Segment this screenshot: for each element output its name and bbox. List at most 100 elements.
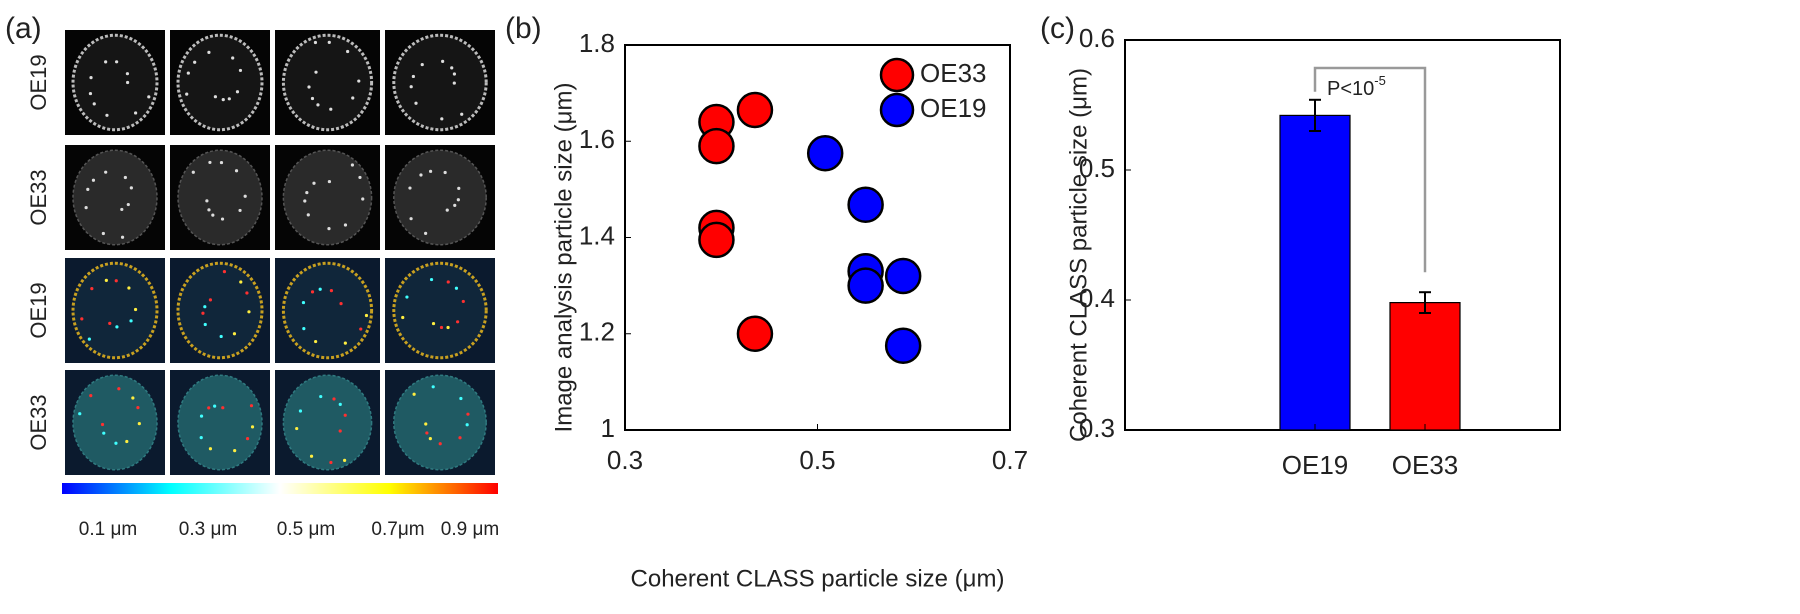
speckle	[199, 436, 203, 440]
speckle	[90, 287, 94, 291]
speckle	[238, 68, 243, 73]
speckle	[329, 289, 334, 293]
speckle	[100, 422, 105, 427]
x-tick-label: OE33	[1392, 450, 1459, 480]
speckle	[125, 72, 130, 76]
speckle	[115, 325, 119, 329]
speckle	[361, 197, 365, 201]
speckle	[227, 97, 231, 101]
scatter-point	[847, 267, 884, 304]
speckle	[357, 79, 361, 83]
speckle	[247, 310, 251, 314]
cell-body	[176, 33, 264, 132]
scatter-point	[884, 257, 922, 295]
speckle	[129, 186, 133, 190]
speckle	[310, 290, 315, 294]
speckle	[419, 173, 423, 177]
scatter-point	[847, 186, 884, 224]
speckle	[80, 317, 84, 321]
speckle	[185, 92, 189, 96]
scatter-point	[736, 91, 774, 129]
speckle	[312, 181, 316, 185]
speckle	[420, 62, 424, 67]
bar	[1389, 302, 1461, 431]
x-tick-label: 0.7	[992, 445, 1028, 475]
speckle	[301, 300, 306, 305]
speckle	[127, 286, 131, 290]
speckle	[120, 207, 124, 212]
speckle	[358, 175, 362, 180]
cell-body	[281, 33, 374, 132]
annotation-text: P<10	[1327, 78, 1374, 100]
speckle	[89, 76, 93, 80]
speckle	[89, 394, 93, 398]
y-tick-label: 1.8	[579, 28, 615, 58]
speckle	[129, 319, 133, 323]
x-tick-label: OE19	[1282, 450, 1349, 480]
y-tick-label: 0.4	[1079, 283, 1115, 313]
annotation: P<10-5	[1327, 73, 1386, 100]
speckle	[221, 97, 225, 102]
scatter-point	[806, 135, 844, 172]
speckle	[191, 170, 195, 174]
speckle	[114, 279, 118, 283]
speckle	[443, 170, 447, 175]
scatter-point	[698, 221, 735, 259]
speckle	[88, 91, 93, 96]
speckle	[91, 178, 96, 182]
speckle	[309, 454, 314, 458]
scatter-point	[884, 327, 922, 365]
cell-body	[177, 374, 263, 471]
speckle	[428, 169, 433, 173]
legend-label: OE19	[920, 93, 987, 123]
speckle	[123, 175, 127, 180]
speckle	[207, 208, 211, 212]
speckle	[84, 206, 88, 210]
speckle	[456, 320, 460, 324]
y-axis-label: Coherent CLASS particle size (μm)	[1065, 68, 1092, 442]
speckle	[343, 341, 347, 345]
speckle	[461, 299, 465, 304]
x-tick-label: 0.5	[799, 445, 835, 475]
speckle	[411, 74, 415, 79]
cell-body	[72, 374, 158, 471]
speckle	[232, 332, 237, 336]
speckle	[307, 85, 311, 89]
speckle	[458, 436, 462, 440]
scatter-point	[698, 127, 735, 165]
speckle	[319, 394, 323, 399]
speckle	[305, 190, 309, 195]
speckle	[137, 421, 141, 426]
cell-body	[71, 261, 159, 360]
speckle	[92, 102, 96, 106]
speckle	[238, 208, 242, 213]
speckle	[424, 422, 428, 426]
speckle	[245, 291, 249, 295]
cell-body	[392, 33, 488, 132]
speckle	[338, 429, 342, 433]
y-tick-label: 1.6	[579, 124, 615, 154]
speckle	[316, 103, 320, 107]
speckle	[207, 50, 211, 54]
speckle	[327, 227, 331, 231]
cell-body	[392, 261, 488, 360]
speckle	[117, 387, 121, 391]
speckle	[454, 286, 459, 290]
speckle	[203, 305, 207, 309]
speckle	[429, 277, 434, 282]
speckle	[446, 325, 450, 330]
speckle	[114, 441, 118, 445]
panel-label: (a)	[5, 12, 42, 45]
speckle	[104, 278, 108, 282]
y-tick-label: 0.6	[1079, 23, 1115, 53]
speckle	[424, 231, 428, 235]
speckle	[302, 327, 306, 331]
speckle	[431, 321, 436, 326]
row-label: OE33	[26, 394, 51, 450]
speckle	[332, 397, 336, 401]
speckle	[446, 280, 450, 284]
cell-body	[281, 261, 374, 360]
speckle	[441, 59, 445, 64]
